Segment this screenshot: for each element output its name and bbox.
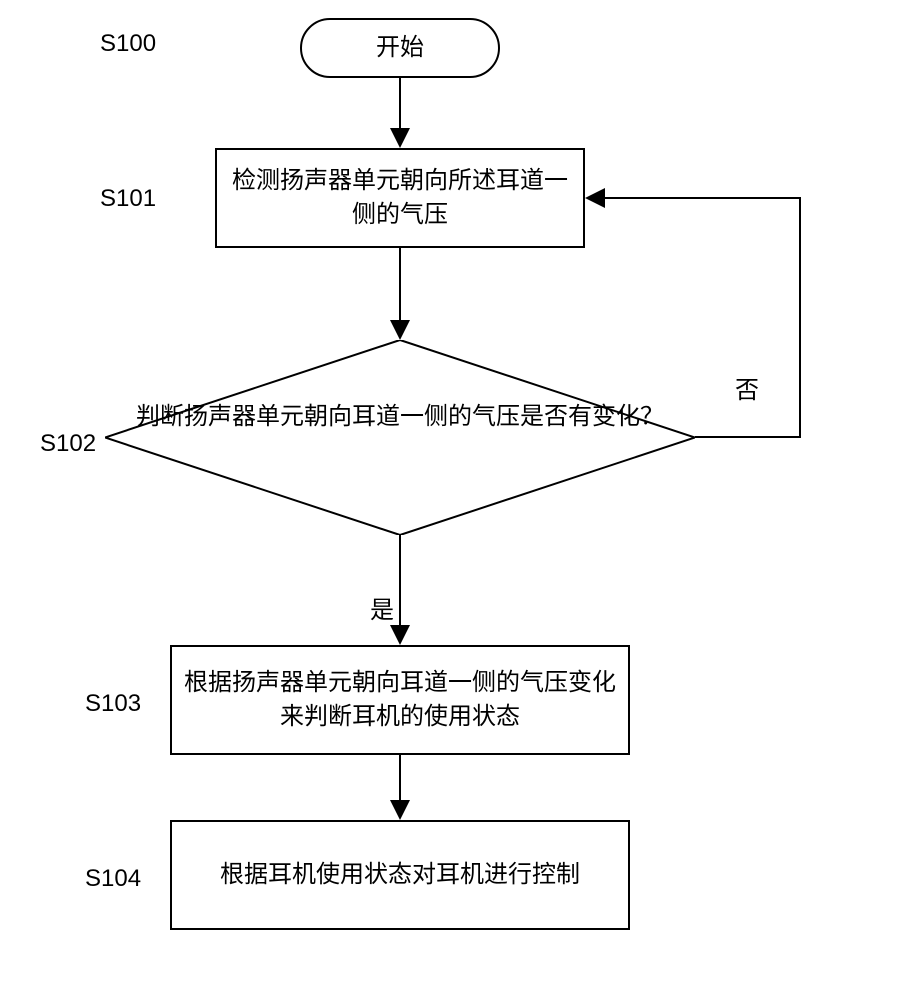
arrow-no-loop xyxy=(0,0,897,1000)
